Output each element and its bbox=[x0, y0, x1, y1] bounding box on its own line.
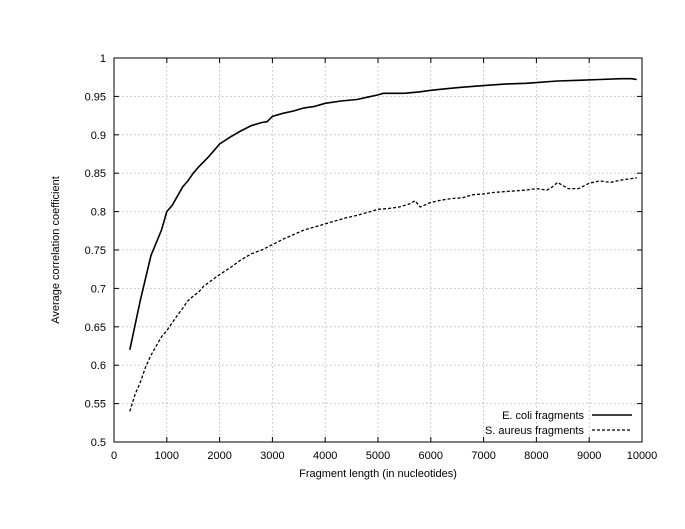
x-tick-label: 2000 bbox=[207, 450, 231, 462]
series-line-e-coli bbox=[129, 77, 637, 350]
x-tick-label: 5000 bbox=[366, 450, 390, 462]
ticks-layer: 0 1000 2000 3000 4000 5000 6000 7000 8000 9000 100… bbox=[85, 53, 658, 462]
x-tick-label: 10000 bbox=[627, 450, 658, 462]
legend-label: E. coli fragments bbox=[502, 410, 584, 422]
y-tick-label: 0.55 bbox=[85, 399, 106, 411]
y-tick-label: 1 bbox=[100, 53, 106, 65]
x-tick-label: 4000 bbox=[313, 450, 337, 462]
x-tick-label: 0 bbox=[111, 450, 117, 462]
y-tick-label: 0.6 bbox=[91, 360, 106, 372]
x-tick-label: 9000 bbox=[577, 450, 601, 462]
y-tick-label: 0.9 bbox=[91, 130, 106, 142]
grid-layer bbox=[114, 58, 642, 442]
series-line-s-aureus bbox=[129, 177, 637, 412]
y-tick-label: 0.85 bbox=[85, 168, 106, 180]
x-tick-label: 7000 bbox=[471, 450, 495, 462]
x-tick-label: 1000 bbox=[155, 450, 179, 462]
y-tick-label: 0.95 bbox=[85, 91, 106, 103]
y-tick-label: 0.65 bbox=[85, 322, 106, 334]
y-axis-label: Average correlation coefficient bbox=[50, 176, 62, 324]
y-tick-label: 0.7 bbox=[91, 283, 106, 295]
legend-label: S. aureus fragments bbox=[485, 425, 585, 437]
y-tick-label: 0.75 bbox=[85, 245, 106, 257]
y-tick-label: 0.5 bbox=[91, 437, 106, 449]
x-tick-label: 3000 bbox=[260, 450, 284, 462]
x-tick-label: 8000 bbox=[524, 450, 548, 462]
legend: E. coli fragments S. aureus fragments bbox=[485, 410, 632, 437]
y-tick-label: 0.8 bbox=[91, 207, 106, 219]
x-tick-label: 6000 bbox=[419, 450, 443, 462]
x-axis-label: Fragment length (in nucleotides) bbox=[299, 468, 457, 480]
series-layer bbox=[129, 77, 637, 412]
plot-frame bbox=[113, 57, 643, 443]
